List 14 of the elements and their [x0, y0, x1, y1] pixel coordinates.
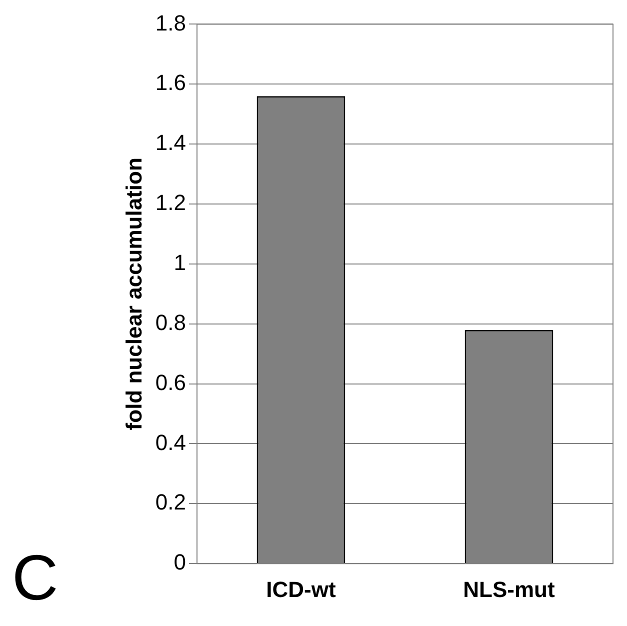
x-tick-label: NLS-mut: [463, 576, 556, 602]
y-tick-label: 0.6: [155, 370, 186, 395]
y-tick-label: 1: [174, 250, 186, 275]
y-axis-title: fold nuclear accumulation: [121, 158, 146, 430]
y-tick-label: 0.8: [155, 310, 186, 335]
y-tick-label: 1.8: [155, 10, 186, 36]
y-tick-label: 0.4: [155, 430, 186, 455]
y-tick-label: 1.2: [155, 190, 186, 216]
y-tick-label: 1.4: [155, 130, 186, 156]
y-tick-label: 0: [174, 550, 186, 575]
y-tick-label: 0.2: [155, 490, 186, 515]
text: C: [12, 542, 58, 614]
x-tick-label: ICD-wt: [266, 576, 336, 602]
y-tick-label: 1.6: [155, 70, 186, 96]
